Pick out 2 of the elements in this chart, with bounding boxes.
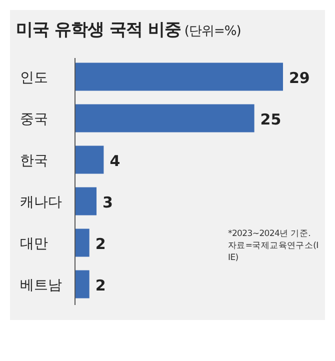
annotation: *2023~2024년 기준. 자료=국제교육연구소(IIE) — [228, 228, 320, 264]
title: 미국 유학생 국적 비중 (단위=%) — [16, 19, 241, 41]
